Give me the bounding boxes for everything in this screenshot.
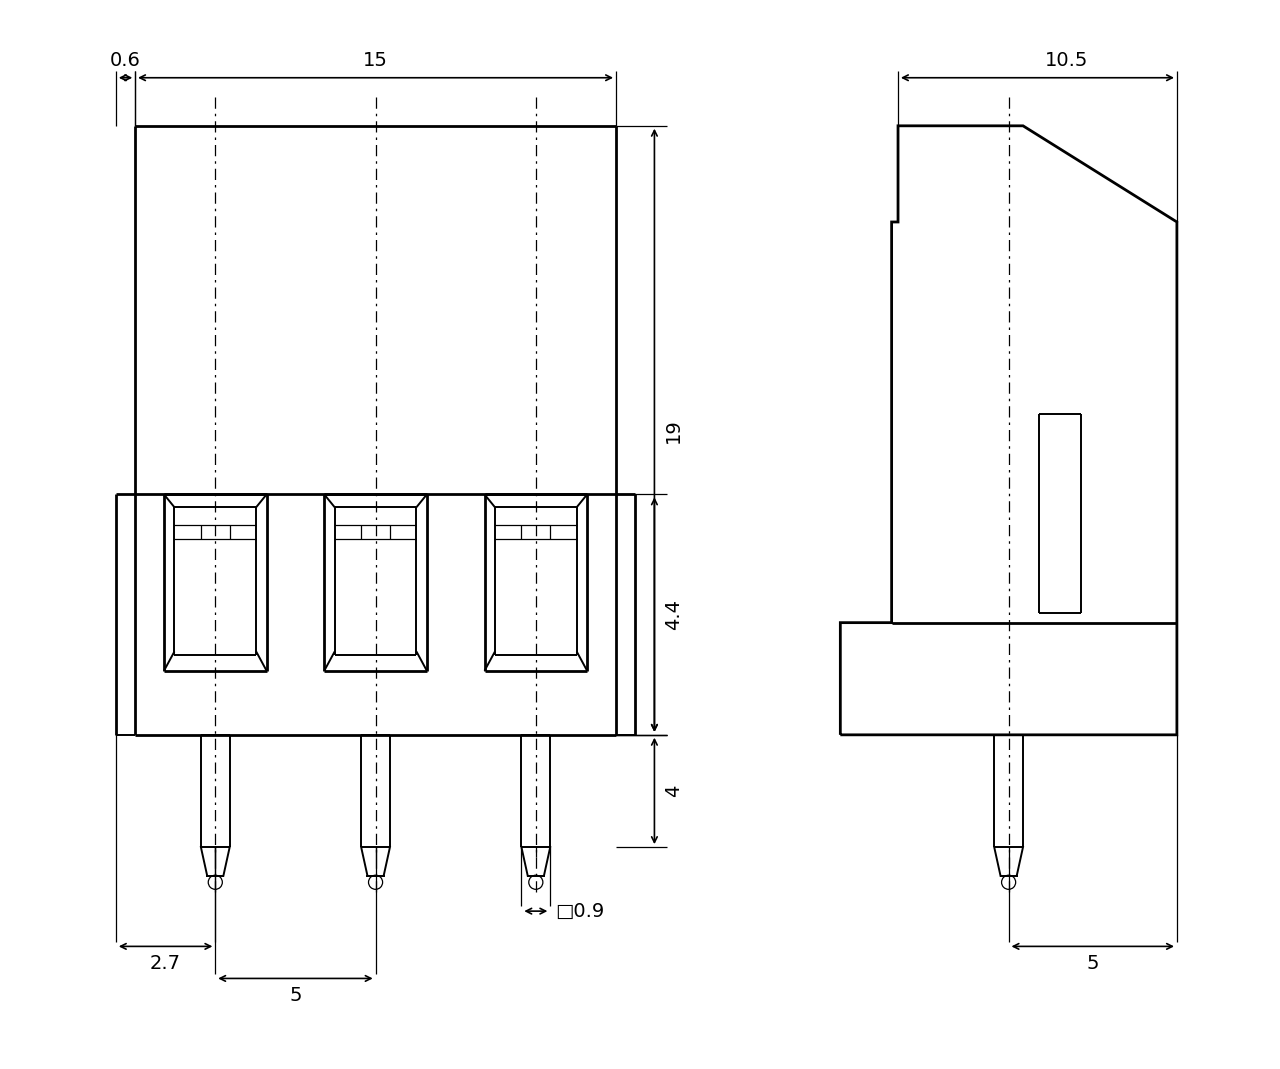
Text: 4: 4 [664, 785, 684, 797]
Text: 10.5: 10.5 [1044, 50, 1088, 69]
Text: 5: 5 [1087, 955, 1100, 974]
Text: 2.7: 2.7 [150, 955, 180, 974]
Text: 19: 19 [664, 418, 684, 443]
Text: 15: 15 [364, 50, 388, 69]
Text: 4.4: 4.4 [664, 599, 684, 630]
Text: □0.9: □0.9 [556, 901, 604, 920]
Text: 5: 5 [289, 987, 302, 1006]
Text: 0.6: 0.6 [110, 50, 141, 69]
